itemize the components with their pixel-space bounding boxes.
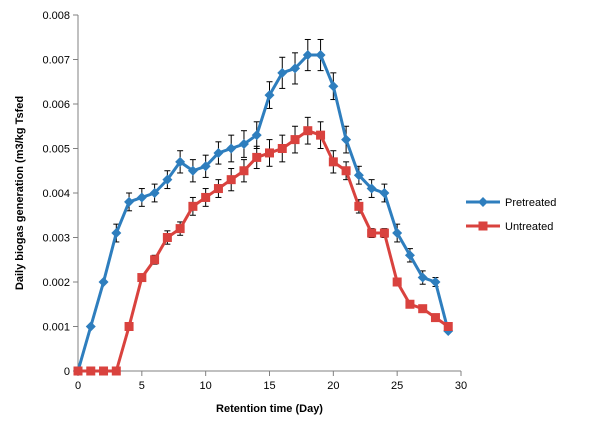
data-point <box>136 192 147 203</box>
data-point <box>85 321 96 332</box>
y-tick-labels: 0 0.001 0.002 0.003 0.004 0.005 0.006 0.007 0.00… <box>42 10 70 378</box>
data-point <box>111 228 122 239</box>
plot-area <box>73 38 454 376</box>
data-point <box>187 165 198 176</box>
data-point <box>252 152 262 162</box>
data-point <box>86 366 96 376</box>
data-point <box>265 148 274 158</box>
data-point <box>99 366 109 376</box>
data-point <box>443 322 453 331</box>
data-point <box>124 196 135 207</box>
y-tick-label: 0.007 <box>42 55 70 67</box>
y-tick-label: 0.002 <box>42 277 70 289</box>
data-point <box>405 299 415 309</box>
x-tick-label: 25 <box>391 380 403 392</box>
data-point <box>328 81 339 92</box>
x-axis-title: Retention time (Day) <box>216 403 323 415</box>
data-point <box>238 139 249 150</box>
x-tick-label: 15 <box>263 380 275 392</box>
data-point <box>392 228 403 239</box>
data-point <box>150 255 160 265</box>
data-point <box>430 277 441 287</box>
data-point <box>418 304 428 314</box>
data-point <box>175 156 186 167</box>
legend: Pretreated Untreated <box>466 197 556 233</box>
data-point <box>341 166 351 176</box>
series-pretreated <box>73 38 454 376</box>
data-point <box>302 50 313 61</box>
data-point <box>149 188 160 198</box>
legend-item-untreated: Untreated <box>466 221 553 233</box>
data-point <box>200 161 211 172</box>
data-point <box>213 184 223 194</box>
data-point <box>392 277 402 287</box>
data-point <box>303 126 313 136</box>
data-point <box>315 50 326 61</box>
data-point <box>73 366 83 376</box>
data-point <box>277 144 287 153</box>
data-point <box>98 277 109 287</box>
legend-item-pretreated: Pretreated <box>466 197 556 209</box>
y-tick-label: 0.008 <box>42 10 70 22</box>
y-axis-title: Daily biogas generation (m3/kg Tsfed <box>14 96 26 290</box>
data-point <box>379 228 389 238</box>
data-point <box>226 143 237 154</box>
data-point <box>290 135 300 145</box>
data-point <box>213 147 224 158</box>
data-point <box>111 366 121 376</box>
legend-label: Untreated <box>505 221 553 233</box>
data-point <box>277 67 288 78</box>
data-point <box>367 228 377 238</box>
series-untreated <box>73 116 453 376</box>
y-tick-label: 0.004 <box>42 188 70 200</box>
data-point <box>341 134 352 145</box>
data-point <box>430 313 440 323</box>
series-line <box>78 129 450 373</box>
legend-label: Pretreated <box>505 197 556 209</box>
legend-swatch-marker <box>478 221 488 231</box>
data-point <box>316 130 326 140</box>
x-tick-label: 20 <box>327 380 339 392</box>
data-point <box>239 166 249 176</box>
y-tick-label: 0.003 <box>42 233 70 245</box>
x-tick-label: 0 <box>75 380 81 392</box>
data-point <box>404 250 415 261</box>
data-point <box>251 130 262 141</box>
data-point <box>353 170 364 181</box>
data-point <box>137 273 147 283</box>
data-point <box>175 224 185 234</box>
y-tick-label: 0 <box>64 366 70 378</box>
data-point <box>290 63 301 74</box>
data-point <box>226 175 236 185</box>
data-point <box>188 201 198 211</box>
legend-swatch-marker <box>478 197 488 207</box>
x-tick-label: 10 <box>200 380 212 392</box>
data-point <box>201 192 211 202</box>
y-tick-label: 0.006 <box>42 99 70 111</box>
data-point <box>124 322 134 331</box>
data-point <box>162 174 173 185</box>
data-point <box>354 201 364 211</box>
y-tick-label: 0.001 <box>42 322 70 334</box>
data-point <box>264 90 275 101</box>
data-point <box>162 233 172 242</box>
x-tick-labels: 0 5 10 15 20 25 30 <box>75 380 467 392</box>
x-tick-label: 5 <box>139 380 145 392</box>
data-point <box>328 157 338 167</box>
x-tick-label: 30 <box>455 380 467 392</box>
data-point <box>366 183 377 194</box>
data-point <box>379 188 390 198</box>
y-tick-label: 0.005 <box>42 144 70 156</box>
data-point <box>417 272 428 283</box>
